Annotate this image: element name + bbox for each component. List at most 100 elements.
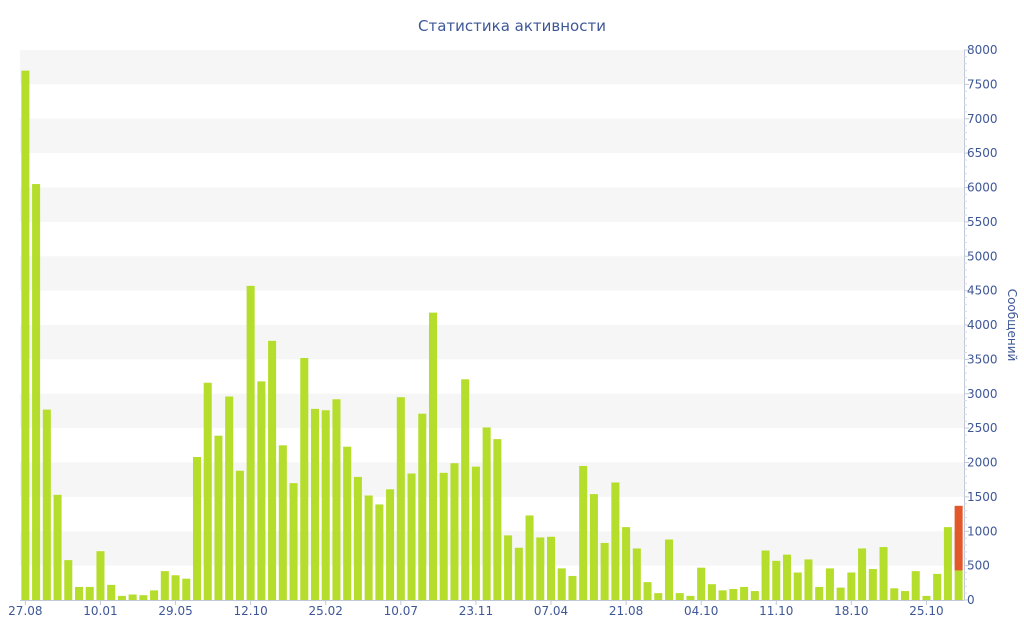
y-tick-label: 5000 (967, 249, 998, 263)
bar[interactable] (300, 358, 309, 600)
bar[interactable] (310, 408, 320, 600)
bar[interactable] (729, 589, 738, 600)
bar[interactable] (782, 554, 792, 600)
bar[interactable] (772, 560, 781, 600)
bar[interactable] (439, 472, 448, 600)
y-axis-title: Сообщений (1005, 289, 1019, 362)
bar[interactable] (536, 537, 545, 600)
bar[interactable] (225, 396, 234, 601)
bar[interactable] (740, 586, 749, 600)
bar[interactable] (879, 547, 888, 600)
bar[interactable] (579, 465, 588, 600)
bar[interactable] (868, 569, 877, 600)
bar[interactable] (632, 548, 641, 600)
bar[interactable] (386, 489, 395, 600)
bar[interactable] (64, 560, 73, 600)
bar[interactable] (364, 495, 373, 601)
bar[interactable] (825, 568, 834, 600)
bar[interactable] (643, 582, 652, 600)
bar[interactable] (589, 494, 598, 600)
y-tick-label: 6500 (967, 146, 998, 160)
bar[interactable] (793, 572, 802, 601)
bar[interactable] (375, 504, 384, 600)
bar[interactable] (514, 547, 523, 600)
bar[interactable] (900, 591, 910, 600)
bar[interactable] (557, 568, 566, 600)
bar[interactable] (504, 535, 513, 600)
bar[interactable] (858, 548, 867, 600)
bar[interactable] (203, 382, 212, 600)
bar[interactable] (278, 445, 287, 600)
bar[interactable] (289, 483, 298, 600)
bar[interactable] (718, 590, 727, 600)
bar[interactable] (85, 586, 94, 600)
bar[interactable] (847, 572, 856, 601)
bar[interactable] (53, 494, 62, 600)
bar[interactable] (654, 593, 663, 600)
bar[interactable] (418, 413, 427, 600)
bar[interactable] (407, 473, 416, 601)
bar[interactable] (42, 409, 51, 600)
y-tick-label: 4500 (967, 284, 998, 298)
bar[interactable] (622, 527, 631, 600)
bar[interactable] (686, 595, 695, 600)
bar[interactable] (396, 397, 405, 600)
bar[interactable] (139, 595, 148, 600)
bar[interactable] (761, 550, 770, 601)
bar[interactable] (150, 590, 159, 600)
x-tick-label: 04.10 (684, 604, 718, 618)
bar[interactable] (804, 559, 813, 600)
bar[interactable] (353, 476, 362, 600)
bar[interactable] (750, 591, 759, 600)
bar[interactable] (182, 578, 191, 600)
bar[interactable] (160, 571, 169, 600)
bar[interactable] (450, 463, 459, 600)
x-tick-label: 07.04 (534, 604, 568, 618)
bar[interactable] (321, 410, 330, 600)
bar[interactable] (675, 593, 684, 600)
bar[interactable] (568, 575, 577, 600)
bar[interactable] (268, 340, 277, 600)
bar[interactable] (117, 595, 126, 600)
bar[interactable] (171, 575, 180, 600)
grid-band (20, 256, 964, 291)
bar[interactable] (954, 570, 963, 600)
bar[interactable] (546, 536, 556, 600)
bar[interactable] (493, 439, 502, 600)
y-tick-label: 0 (967, 593, 975, 607)
bar[interactable] (428, 312, 438, 600)
bar[interactable] (933, 573, 942, 600)
bar[interactable] (96, 551, 105, 600)
bar-highlight[interactable] (954, 505, 963, 571)
bar[interactable] (107, 584, 116, 600)
bar[interactable] (890, 588, 899, 600)
bar[interactable] (943, 527, 952, 600)
bar[interactable] (482, 427, 491, 600)
bar[interactable] (600, 542, 609, 600)
bar[interactable] (664, 539, 674, 601)
bar[interactable] (74, 586, 84, 600)
bar[interactable] (32, 184, 41, 600)
bar[interactable] (815, 586, 824, 600)
bar[interactable] (836, 587, 845, 600)
bar[interactable] (192, 457, 202, 600)
bar[interactable] (922, 595, 931, 600)
bar[interactable] (21, 70, 30, 600)
bar[interactable] (707, 584, 716, 600)
bar[interactable] (235, 470, 244, 600)
bar[interactable] (246, 285, 255, 600)
x-tick-label: 21.08 (609, 604, 643, 618)
bar[interactable] (128, 594, 137, 601)
bar[interactable] (343, 446, 352, 600)
bar[interactable] (697, 567, 706, 600)
bar[interactable] (214, 435, 223, 600)
bar[interactable] (525, 515, 534, 600)
bar[interactable] (332, 399, 341, 600)
bar[interactable] (911, 571, 920, 600)
bar[interactable] (461, 379, 470, 600)
bar[interactable] (257, 381, 266, 600)
bar[interactable] (611, 482, 620, 600)
y-tick-label: 7000 (967, 112, 998, 126)
bar[interactable] (471, 466, 480, 600)
